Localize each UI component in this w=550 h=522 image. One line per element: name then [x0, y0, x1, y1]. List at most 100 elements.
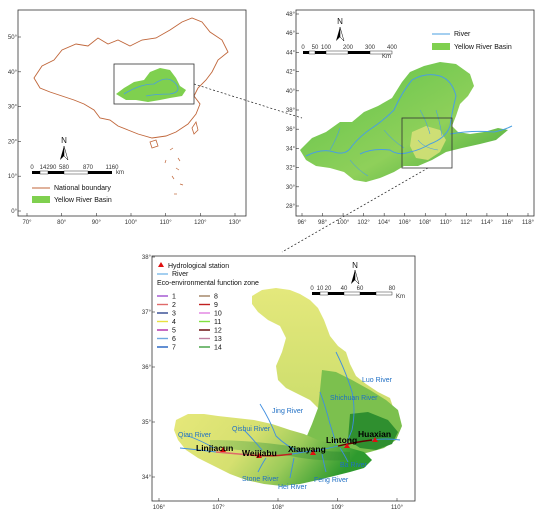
panel-c-lat-tick-label: 35° — [142, 420, 152, 426]
legend-basin-swatch — [32, 196, 50, 203]
panel-b-lat-tick-label: 46° — [286, 31, 296, 37]
stone-river-line — [257, 457, 267, 473]
station-label-huaxian: Huaxian — [358, 429, 391, 439]
panel-c-lat-tick-label: 38° — [142, 255, 152, 261]
station-marker-huaxian — [372, 437, 378, 442]
station-label-weijiabu: Weijiabu — [242, 448, 277, 458]
legend-zone-label: 7 — [172, 345, 176, 352]
panel-b-lon-ticks: 96° 98° 100° 102° 104° 106° 108° 110° 112° 114° 11… — [297, 213, 535, 226]
legend-national-boundary-label: National boundary — [54, 185, 111, 192]
china-yellow-river — [123, 78, 179, 97]
panel-a-lat-tick-label: 50° — [8, 35, 18, 41]
station-marker-xianyang — [310, 450, 316, 455]
yellow-river-lower-channel — [449, 125, 513, 135]
legend-station-swatch — [158, 262, 164, 267]
panel-b-legend: River Yellow River Basin — [432, 31, 512, 51]
panel-b-lat-tick-label: 42° — [286, 70, 296, 76]
panel-b-lat-tick-label: 40° — [286, 89, 296, 95]
panel-c-lon-tick-label: 108° — [272, 505, 285, 511]
panel-b-lon-tick-label: 112° — [460, 220, 473, 226]
station-marker-weijiabu — [256, 453, 262, 458]
panel-c-lat-ticks: 34° 35° 36° 37° 38° — [142, 255, 155, 481]
panel-b-lat-tick-label: 36° — [286, 127, 296, 133]
legend-zone-label: 13 — [214, 336, 222, 343]
panel-c-legend: Hydrological station River Eco-environme… — [157, 262, 259, 352]
shichuan-river-line — [319, 391, 337, 445]
hainan-boundary — [149, 139, 159, 149]
china-yellow-river-basin — [116, 68, 186, 102]
taiwan-boundary — [191, 121, 199, 135]
hei-river-label: Hei River — [278, 484, 307, 491]
panel-b-lat-tick-label: 44° — [286, 50, 296, 56]
qishui-river-label: Qishui River — [232, 426, 271, 433]
panel-c-wei-river-map: 34° 35° 36° 37° 38° 106° 107° 108° 109° 110° — [142, 255, 416, 511]
wei-main-valley — [210, 440, 350, 461]
eastern-dark-green-zone — [348, 412, 398, 450]
panel-b-lon-tick-label: 108° — [419, 220, 432, 226]
panel-b-scale-bar: 0 50 100 200 300 400 Km — [301, 45, 397, 60]
legend-basin-swatch-b — [432, 43, 450, 50]
luo-river-line — [335, 351, 355, 447]
panel-b-basin-map: 28° 30° 32° 34° 36° 38° 40° 42° 44° 46° 48° 96° 98°… — [286, 9, 535, 226]
panel-c-frame — [151, 255, 416, 502]
panel-b-north-arrow: N — [336, 17, 345, 42]
wei-river-sub-basin — [410, 126, 446, 160]
panel-c-scale-label: 0 — [310, 286, 314, 292]
station-marker-linjiacun — [220, 447, 226, 452]
station-label-lintong: Lintong — [326, 435, 357, 445]
legend-zone-title: Eco-environmental function zone — [157, 280, 259, 287]
panel-b-scale-unit: Km — [382, 54, 391, 60]
panel-b-scale-label: 100 — [321, 45, 332, 51]
luo-river-label: Luo River — [362, 377, 393, 384]
panel-b-scale-label: 0 — [301, 45, 305, 51]
panel-c-north-arrow: N — [351, 261, 360, 285]
feng-river-label: Feng River — [314, 477, 349, 484]
panel-c-lon-tick-label: 110° — [391, 505, 404, 511]
china-national-boundary — [33, 17, 229, 139]
legend-zone-label: 8 — [214, 294, 218, 301]
panel-c-lon-tick-label: 109° — [331, 505, 344, 511]
panel-c-scale-label: 60 — [357, 286, 364, 292]
legend-river-label-c: River — [172, 271, 189, 278]
panel-a-lon-tick-label: 110° — [160, 220, 173, 226]
jing-river-label: Jing River — [272, 408, 304, 415]
panel-b-lon-tick-label: 110° — [440, 220, 453, 226]
panel-b-lon-tick-label: 96° — [297, 220, 307, 226]
panel-b-lon-tick-label: 116° — [501, 220, 514, 226]
connector-a-to-b — [193, 83, 303, 119]
panel-b-lon-tick-label: 102° — [357, 220, 370, 226]
panel-b-lon-tick-label: 114° — [481, 220, 494, 226]
panel-b-lat-tick-label: 32° — [286, 166, 296, 172]
legend-zone-label: 14 — [214, 345, 222, 352]
panel-b-lon-tick-label: 118° — [522, 220, 535, 226]
panel-a-scale-label: 870 — [83, 165, 94, 171]
panel-c-lon-tick-label: 106° — [153, 505, 166, 511]
panel-b-lon-tick-label: 100° — [337, 220, 350, 226]
panel-b-lat-tick-label: 38° — [286, 108, 296, 114]
panel-a-scale-unit: km — [116, 170, 124, 176]
panel-b-lat-tick-label: 34° — [286, 146, 296, 152]
feng-river-line — [321, 453, 327, 473]
yellow-river-basin-area — [300, 62, 508, 182]
station-label-xianyang: Xianyang — [288, 444, 326, 454]
panel-a-china-map: 0° 10° 20° 30° 40° 50° 70° 80° 90° 100° 110° 120° 1… — [8, 9, 247, 226]
panel-c-lon-tick-label: 107° — [212, 505, 225, 511]
panel-b-frame — [295, 9, 535, 217]
panel-a-lat-tick-label: 40° — [8, 70, 18, 76]
stone-river-label: Stone River — [242, 476, 279, 483]
panel-c-scale-bar: 0 10 20 40 60 80 Km — [310, 286, 405, 300]
panel-a-lat-ticks: 0° 10° 20° 30° 40° 50° — [8, 35, 21, 215]
panel-c-lat-tick-label: 34° — [142, 475, 152, 481]
panel-a-lon-tick-label: 120° — [194, 220, 207, 226]
legend-zone-label: 10 — [214, 311, 222, 318]
panel-a-lon-tick-label: 70° — [22, 220, 32, 226]
panel-c-scale-label: 20 — [325, 286, 332, 292]
qishui-river-line — [243, 429, 263, 451]
shichuan-river-label: Shichuan River — [330, 395, 378, 402]
legend-basin-label: Yellow River Basin — [54, 197, 112, 204]
ba-river-label: Ba River — [340, 462, 368, 469]
station-label-linjiacun: Linjiacun — [196, 443, 233, 453]
panel-c-scale-label: 40 — [341, 286, 348, 292]
connector-lines — [193, 83, 429, 253]
